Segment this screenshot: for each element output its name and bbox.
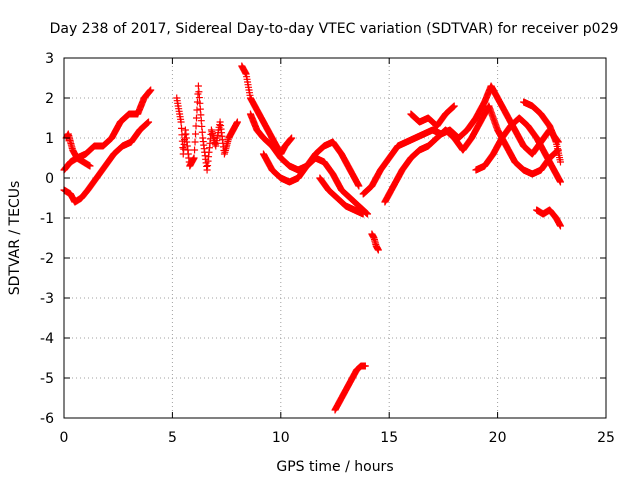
chart-title: Day 238 of 2017, Sidereal Day-to-day VTE… [50, 21, 619, 37]
data-point [556, 178, 564, 186]
y-tick-label: -6 [40, 411, 54, 427]
x-tick-labels: 0 5 10 15 20 25 [60, 430, 615, 446]
x-tick-label: 15 [380, 430, 398, 446]
series-track-n [520, 98, 564, 166]
y-tick-label: 1 [45, 131, 54, 147]
data-point [374, 246, 382, 254]
x-tick-label: 5 [168, 430, 177, 446]
series-track-m [472, 114, 564, 186]
y-tick-label: -3 [40, 291, 54, 307]
data-point [147, 86, 155, 94]
data-point [177, 118, 185, 126]
data-point [355, 182, 363, 190]
x-tick-label: 0 [60, 430, 69, 446]
y-tick-label: -5 [40, 371, 54, 387]
series-track-o [533, 206, 564, 230]
series-track-c [62, 130, 94, 170]
y-tick-label: 0 [45, 171, 54, 187]
series-track-k [359, 82, 562, 198]
x-tick-label: 25 [597, 430, 615, 446]
data-point [190, 154, 198, 162]
y-tick-label: 2 [45, 91, 54, 107]
series-track-p [407, 102, 458, 130]
x-tick-label: 20 [489, 430, 507, 446]
data-point [556, 158, 564, 166]
x-tick-label: 10 [272, 430, 290, 446]
y-tick-label: -1 [40, 211, 54, 227]
series-track-e [238, 62, 296, 158]
y-tick-label: -4 [40, 331, 54, 347]
x-axis-label: GPS time / hours [276, 459, 393, 475]
data-point [192, 130, 200, 138]
data-point [450, 102, 458, 110]
y-axis-label: SDTVAR / TECUs [7, 181, 23, 296]
grid-lines [64, 58, 606, 418]
data-point [178, 124, 186, 132]
data-point [556, 222, 564, 230]
data-point [288, 134, 296, 142]
series-track-b [60, 118, 153, 206]
y-tick-labels: -6 -5 -4 -3 -2 -1 0 1 2 3 [40, 51, 54, 427]
data-point [193, 106, 201, 114]
series-track-h [316, 174, 367, 218]
axis-ticks [63, 57, 607, 419]
data-point [361, 362, 369, 370]
series-track-j [331, 362, 369, 414]
series-track-a [60, 86, 155, 174]
y-tick-label: -2 [40, 251, 54, 267]
data-points [60, 62, 564, 414]
data-point [191, 138, 199, 146]
data-point [179, 144, 187, 152]
y-tick-label: 3 [45, 51, 54, 67]
data-point [191, 146, 199, 154]
series-track-i [368, 230, 382, 254]
series-track-d [173, 82, 241, 174]
plot-frame [63, 57, 607, 419]
data-point [359, 210, 367, 218]
series-track-g [259, 138, 363, 190]
data-point [192, 114, 200, 122]
data-point [86, 162, 94, 170]
data-point [233, 118, 241, 126]
data-point [145, 118, 153, 126]
